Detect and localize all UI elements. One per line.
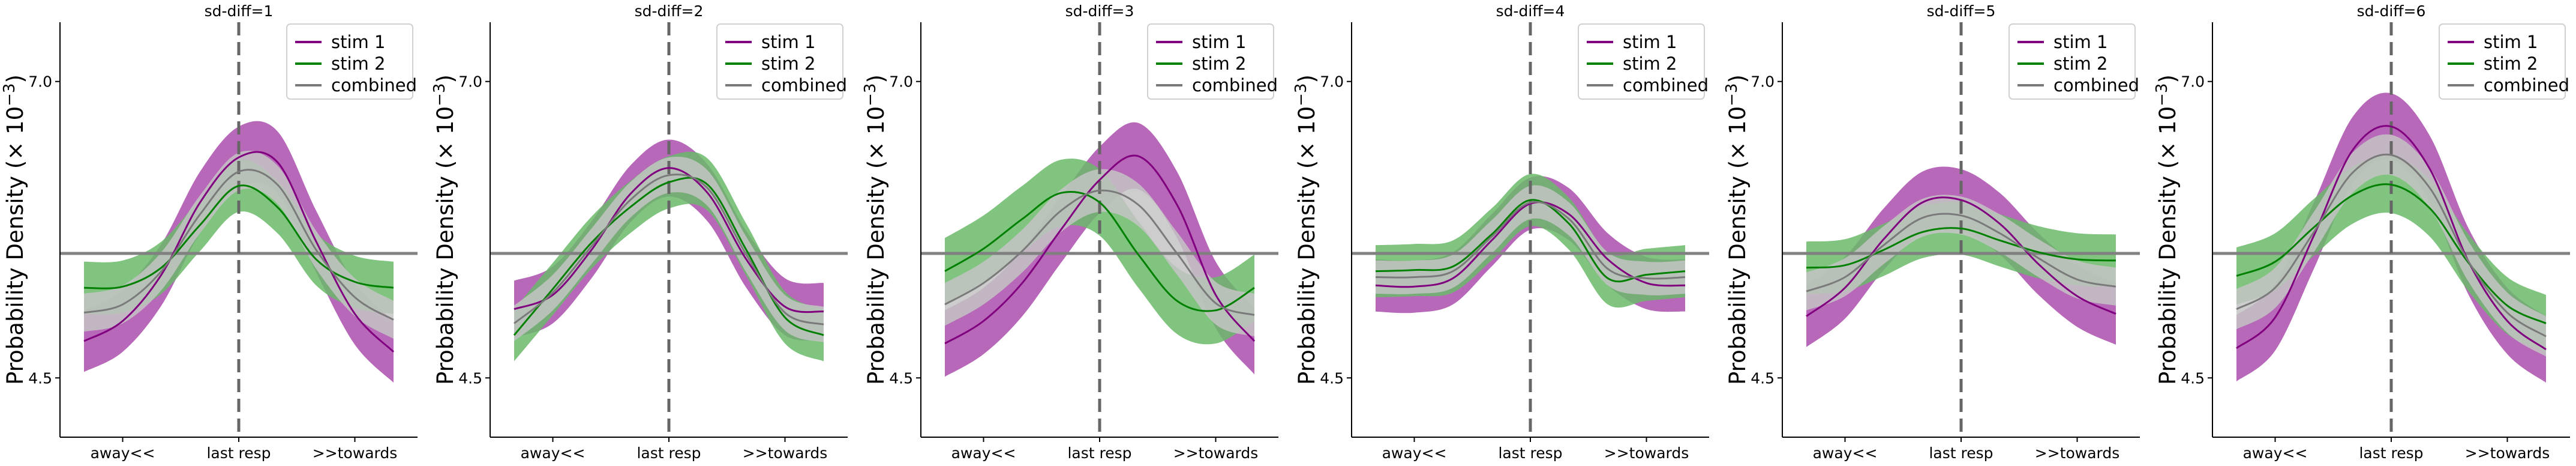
legend-label: stim 2 — [1192, 53, 1246, 74]
series-line-stim-1 — [944, 154, 1256, 345]
y-tick-label: 4.5 — [1751, 369, 1775, 387]
y-axis-label: Probability Density (× 10−3) — [861, 74, 889, 385]
legend-label: combined — [2053, 75, 2139, 95]
legend-label: stim 1 — [1192, 32, 1246, 52]
series-line-combined — [944, 189, 1255, 316]
y-tick-label: 4.5 — [28, 369, 52, 387]
series-line-stim-2 — [1806, 227, 2116, 269]
legend-label: stim 1 — [1623, 32, 1677, 52]
y-tick-label: 7.0 — [1751, 73, 1775, 91]
x-tick-label: >>towards — [2035, 444, 2120, 462]
x-tick-label: >>towards — [313, 444, 398, 462]
y-tick-label: 7.0 — [458, 73, 482, 91]
x-tick-label: away<< — [1382, 444, 1447, 462]
series-line-combined — [2236, 153, 2547, 337]
subplot-title: sd-diff=4 — [1496, 2, 1565, 20]
x-tick-label: last resp — [637, 444, 701, 462]
series-line-stim-1 — [2236, 125, 2547, 351]
series-line-stim-2 — [2236, 183, 2547, 324]
legend-label: stim 2 — [331, 53, 385, 74]
subplot-4: 4.5 7.0 away<< last resp >>towards sd-diff=4 P… — [1292, 2, 1709, 462]
y-tick-label: 4.5 — [458, 369, 482, 387]
subplot-3: 4.5 7.0 away<< last resp >>towards sd-diff=3 P… — [861, 2, 1278, 462]
x-tick-label: >>towards — [1604, 444, 1689, 462]
x-tick-label: last resp — [206, 444, 271, 462]
y-tick-label: 7.0 — [1320, 73, 1344, 91]
series-line-combined — [1375, 201, 1686, 280]
legend-label: combined — [1623, 75, 1709, 95]
subplot-2: 4.5 7.0 away<< last resp >>towards sd-diff=2 P… — [431, 2, 848, 462]
series-line-combined — [514, 174, 824, 325]
legend-label: stim 1 — [2053, 32, 2107, 52]
series-line-stim-1 — [83, 151, 395, 353]
legend-label: combined — [331, 75, 417, 95]
y-tick-label: 4.5 — [1320, 369, 1344, 387]
x-tick-label: >>towards — [2465, 444, 2550, 462]
x-tick-label: away<< — [1813, 444, 1878, 462]
subplot-title: sd-diff=1 — [205, 2, 274, 20]
series-line-stim-2 — [1375, 199, 1686, 283]
legend-label: stim 1 — [2484, 32, 2538, 52]
band-stim-1 — [1806, 166, 2116, 347]
band-stim-1 — [945, 122, 1254, 377]
band-stim-2 — [2236, 156, 2546, 352]
x-tick-label: away<< — [951, 444, 1016, 462]
y-axis-label: Probability Density (× 10−3) — [1292, 74, 1320, 385]
legend-label: combined — [761, 75, 847, 95]
y-tick-label: 7.0 — [2181, 73, 2205, 91]
legend-label: stim 1 — [761, 32, 815, 52]
subplot-title: sd-diff=6 — [2357, 2, 2426, 20]
series-line-combined — [1806, 213, 2116, 292]
subplot-5: 4.5 7.0 away<< last resp >>towards sd-diff=5 P… — [1723, 2, 2140, 462]
x-tick-label: >>towards — [1173, 444, 1259, 462]
x-tick-label: last resp — [1929, 444, 1993, 462]
legend-label: combined — [1192, 75, 1278, 95]
y-axis-label: Probability Density (× 10−3) — [2153, 74, 2181, 385]
legend-label: stim 2 — [1623, 53, 1677, 74]
legend-label: stim 2 — [761, 53, 815, 74]
y-tick-label: 4.5 — [2181, 369, 2205, 387]
x-tick-label: last resp — [1067, 444, 1131, 462]
series-line-combined — [83, 169, 394, 321]
legend-label: stim 2 — [2053, 53, 2107, 74]
x-tick-label: away<< — [521, 444, 586, 462]
x-tick-label: away<< — [2243, 444, 2308, 462]
series-line-stim-2 — [83, 184, 394, 289]
x-tick-label: >>towards — [743, 444, 828, 462]
y-axis-label: Probability Density (× 10−3) — [1, 74, 28, 385]
y-tick-label: 4.5 — [889, 369, 913, 387]
y-axis-label: Probability Density (× 10−3) — [431, 74, 458, 385]
subplot-1: 4.5 7.0 away<< last resp >>towards sd-diff=1 P… — [1, 2, 418, 462]
subplot-title: sd-diff=5 — [1927, 2, 1996, 20]
legend-label: stim 2 — [2484, 53, 2538, 74]
x-tick-label: last resp — [1498, 444, 1562, 462]
band-combined — [2236, 134, 2546, 357]
legend-label: combined — [2484, 75, 2569, 95]
subplot-title: sd-diff=2 — [635, 2, 704, 20]
subplot-6: 4.5 7.0 away<< last resp >>towards sd-diff=6 P… — [2153, 2, 2570, 462]
legend-label: stim 1 — [331, 32, 385, 52]
x-tick-label: away<< — [91, 444, 155, 462]
subplot-title: sd-diff=3 — [1065, 2, 1134, 20]
series-line-stim-1 — [1806, 196, 2116, 317]
y-axis-label: Probability Density (× 10−3) — [1723, 74, 1751, 385]
x-tick-label: last resp — [2359, 444, 2423, 462]
series-line-stim-2 — [944, 190, 1255, 312]
y-tick-label: 7.0 — [28, 73, 52, 91]
band-stim-2 — [945, 159, 1254, 345]
y-tick-label: 7.0 — [889, 73, 913, 91]
